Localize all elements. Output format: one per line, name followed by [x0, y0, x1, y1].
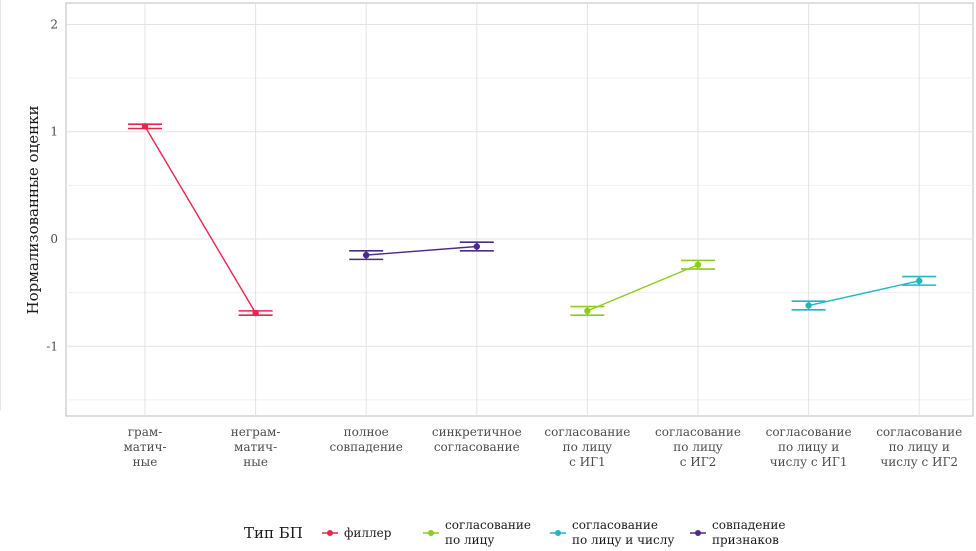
legend-key-point [428, 530, 434, 536]
x-axis: грам-матич-ные неграм-матич-ные полноесовп… [123, 425, 962, 469]
series-line [808, 280, 920, 307]
x-tick-label: по лицу [673, 440, 722, 454]
legend-title: Тип БП [244, 524, 303, 542]
x-tick-label: матич- [123, 440, 166, 454]
legend-key-point [327, 530, 333, 536]
x-tick-label: числу с ИГ1 [770, 455, 848, 469]
y-tick-label: 1 [50, 125, 58, 139]
x-tick-label: ные [133, 455, 158, 469]
plot-panel [65, 2, 974, 417]
legend-label: согласование [572, 518, 658, 532]
x-tick-label: совпадение [329, 440, 402, 454]
legend-label: признаков [712, 533, 779, 547]
x-tick-label: по лицу и [778, 440, 839, 454]
data-point [473, 243, 480, 250]
x-tick-label: согласование [655, 425, 741, 439]
x-tick-label: матич- [234, 440, 277, 454]
y-tick-label: 0 [50, 232, 58, 246]
x-tick-label: неграм- [231, 425, 281, 439]
legend-key-point [695, 530, 701, 536]
data-point [805, 302, 812, 309]
legend-label: совпадение [712, 518, 785, 532]
x-tick-label: согласование [766, 425, 852, 439]
legend-key-point [555, 530, 561, 536]
x-tick-label: по лицу [563, 440, 612, 454]
y-tick-label: 2 [50, 17, 58, 31]
y-axis-label: Нормализованные оценки [24, 106, 42, 315]
x-tick-label: синкретичное [432, 425, 522, 439]
series-line [366, 245, 477, 256]
data-point [252, 309, 259, 317]
data-point [916, 277, 923, 285]
legend-label: по лицу [445, 533, 494, 547]
data-point [363, 251, 370, 259]
x-tick-label: числу с ИГ2 [880, 455, 958, 469]
data-point [584, 307, 591, 315]
series-line [587, 264, 699, 312]
x-tick-label: с ИГ1 [569, 455, 606, 469]
x-tick-label: согласование [434, 440, 520, 454]
y-axis: 2 1 0 -1 [46, 17, 58, 353]
x-tick-label: с ИГ2 [680, 455, 717, 469]
x-tick-label: согласование [544, 425, 630, 439]
x-tick-label: грам- [128, 425, 163, 439]
x-tick-label: ные [243, 455, 268, 469]
legend-label: согласование [445, 518, 531, 532]
x-tick-label: полное [344, 425, 389, 439]
grid [66, 3, 973, 416]
data-point [141, 123, 149, 130]
legend-label: по лицу и числу [572, 533, 674, 547]
data-point [694, 261, 702, 268]
legend-label: филлер [344, 526, 392, 540]
x-tick-label: по лицу и [889, 440, 950, 454]
y-tick-label: -1 [46, 339, 58, 353]
series-line [144, 126, 257, 314]
x-tick-label: согласование [876, 425, 962, 439]
series-layer [128, 123, 937, 317]
